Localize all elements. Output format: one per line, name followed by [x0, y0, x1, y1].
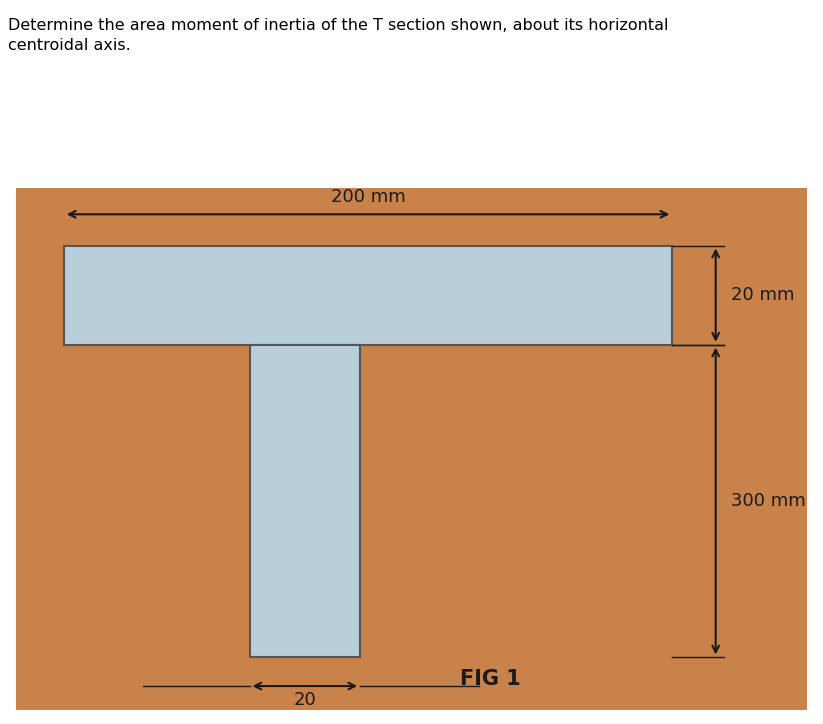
Text: 300 mm: 300 mm: [732, 492, 807, 510]
Bar: [249, 345, 360, 657]
Text: 200 mm: 200 mm: [331, 188, 406, 206]
Text: Determine the area moment of inertia of the T section shown, about its horizonta: Determine the area moment of inertia of …: [8, 18, 669, 53]
Text: mm: mm: [287, 723, 323, 724]
Text: 20 mm: 20 mm: [732, 286, 795, 304]
Bar: [64, 245, 672, 345]
Text: FIG 1: FIG 1: [460, 669, 521, 689]
Text: 20: 20: [294, 691, 316, 710]
